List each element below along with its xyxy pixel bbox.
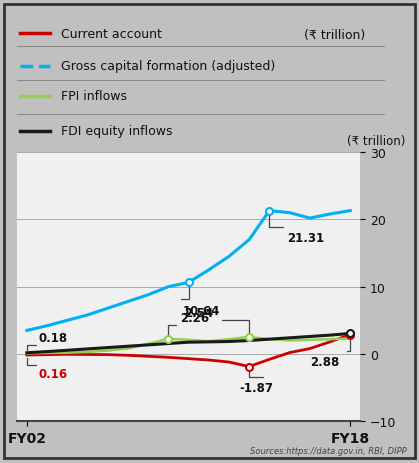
Text: (₹ trillion): (₹ trillion): [304, 29, 366, 42]
Text: 2.88: 2.88: [310, 355, 339, 368]
Text: Sources:https://data.gov.in, RBI, DIPP: Sources:https://data.gov.in, RBI, DIPP: [250, 446, 406, 455]
Text: Gross capital formation (adjusted): Gross capital formation (adjusted): [61, 60, 275, 73]
Text: 21.31: 21.31: [287, 232, 325, 244]
Text: 0.16: 0.16: [39, 367, 68, 380]
Text: 10.64: 10.64: [183, 304, 220, 317]
Text: -1.87: -1.87: [239, 382, 273, 394]
Text: 2.54: 2.54: [184, 306, 214, 319]
Text: 2.26: 2.26: [181, 311, 210, 324]
Text: FPI inflows: FPI inflows: [61, 90, 127, 103]
Text: Current account: Current account: [61, 28, 162, 41]
Text: FDI equity inflows: FDI equity inflows: [61, 125, 173, 138]
Text: (₹ trillion): (₹ trillion): [347, 134, 405, 147]
Text: 0.18: 0.18: [39, 332, 68, 344]
